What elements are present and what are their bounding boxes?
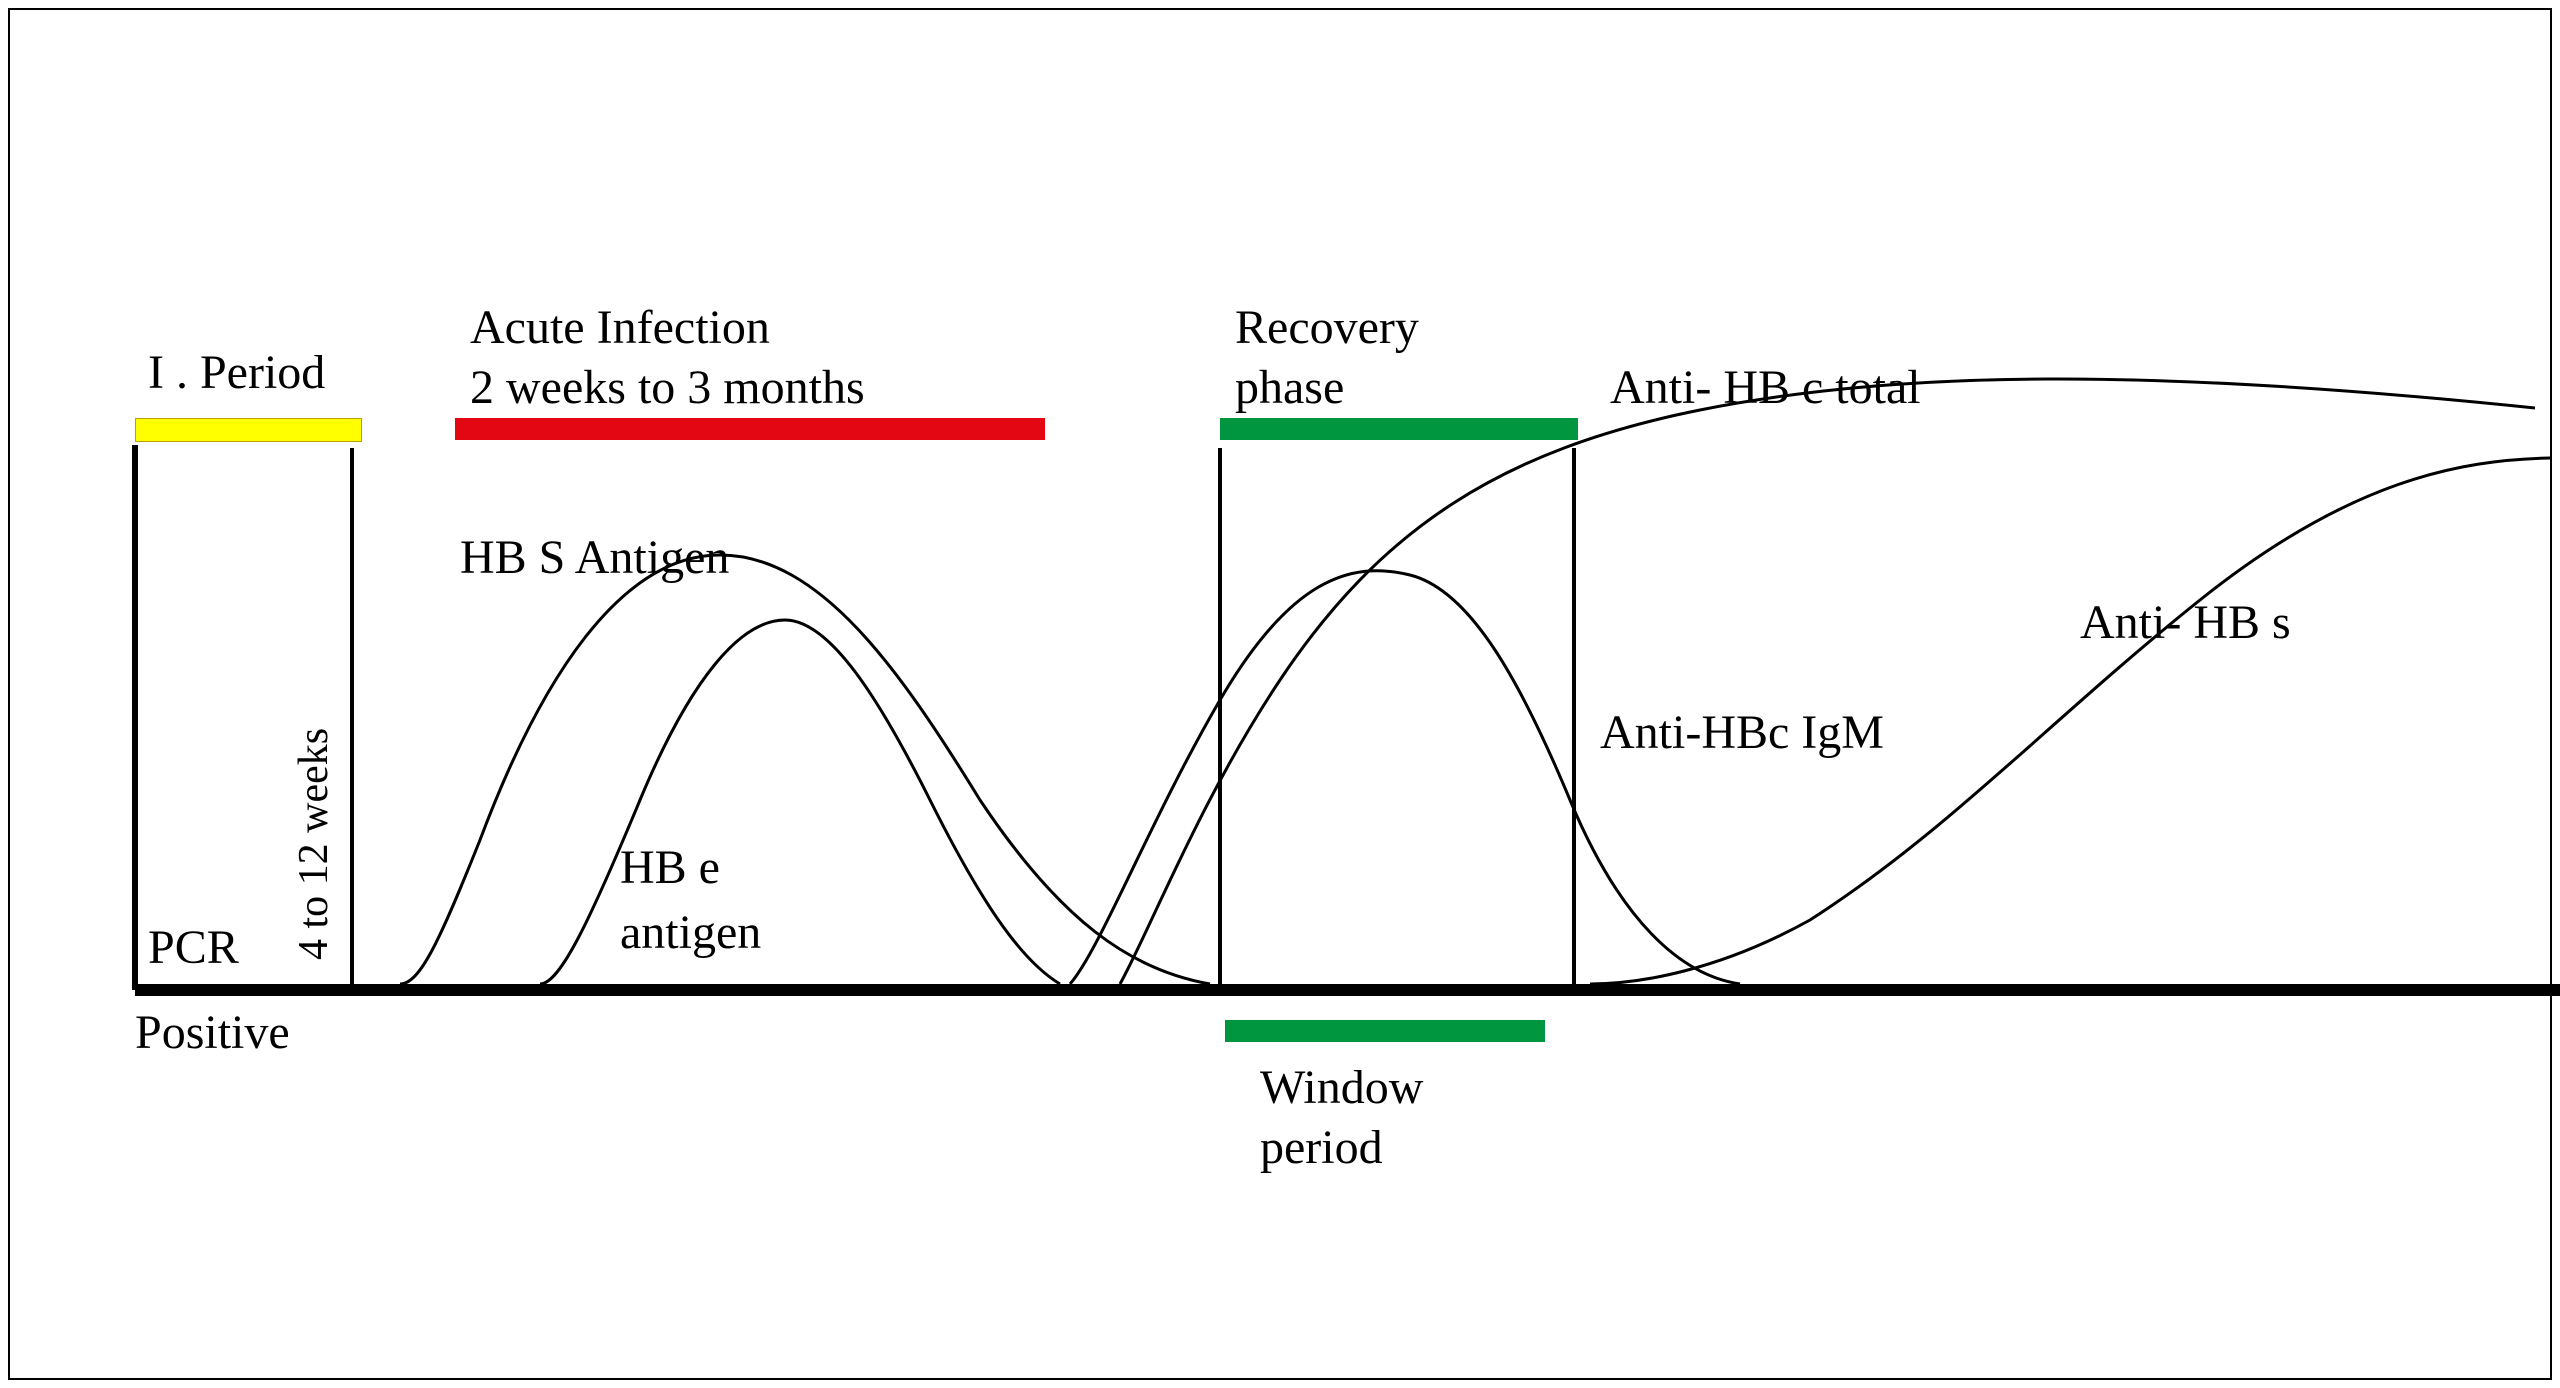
label-acute-infection: Acute Infection (470, 300, 770, 355)
diagram-svg (0, 0, 2560, 1388)
label-anti-hbs: Anti- HB s (2080, 595, 2291, 650)
label-window-1: Window (1260, 1060, 1423, 1115)
label-anti-hbc-igm: Anti-HBc IgM (1600, 705, 1884, 760)
curve-hbs-antigen (400, 555, 1210, 984)
label-recovery-phase-2: phase (1235, 360, 1344, 415)
label-hbs-antigen: HB S Antigen (460, 530, 729, 585)
label-window-2: period (1260, 1120, 1383, 1175)
label-4-to-12-weeks: 4 to 12 weeks (290, 728, 338, 960)
label-i-period: I . Period (148, 345, 325, 400)
acute-bar (455, 418, 1045, 440)
label-acute-duration: 2 weeks to 3 months (470, 360, 865, 415)
label-recovery-phase-1: Recovery (1235, 300, 1419, 355)
label-hbe-antigen-1: HB e (620, 840, 720, 895)
incubation-bar (135, 418, 362, 442)
label-anti-hbc-total: Anti- HB c total (1610, 360, 1921, 415)
curve-anti-hbc-total (1120, 379, 2535, 984)
window-bar (1225, 1020, 1545, 1042)
label-hbe-antigen-2: antigen (620, 905, 761, 960)
recovery-bar (1220, 418, 1578, 440)
curve-anti-hbc-igm (1070, 571, 1740, 984)
label-pcr: PCR (148, 920, 239, 975)
label-positive: Positive (135, 1005, 290, 1060)
